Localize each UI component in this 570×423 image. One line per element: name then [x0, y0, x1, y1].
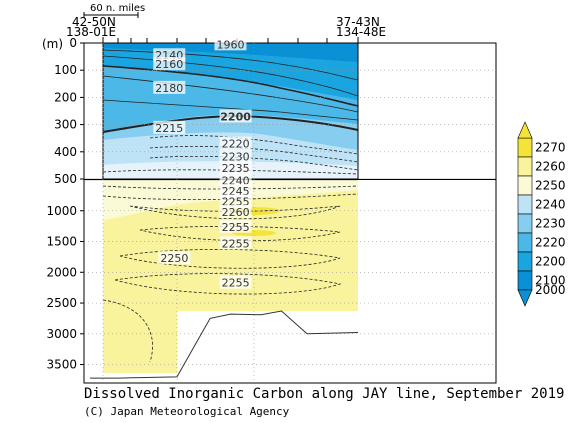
colorbar-segment: [517, 137, 533, 158]
contour-label-bg: [219, 109, 252, 123]
colorbar-segment: [517, 213, 533, 234]
contour-label-bg: [219, 173, 252, 187]
y-tick-label: 1500: [46, 235, 77, 249]
contour-label-bg: [219, 161, 252, 175]
colorbar-top-arrow: [517, 121, 533, 139]
contour-lines-lower: [102, 185, 359, 363]
y-tick-label: 300: [54, 118, 77, 132]
contour-label-bg: [153, 57, 186, 71]
colorbar-label: 2220: [535, 236, 566, 250]
y-tick-label: 3000: [46, 327, 77, 341]
contour-label: 2230: [222, 151, 250, 164]
contour-label-bg: [219, 136, 252, 150]
colorbar-label: 2260: [535, 160, 566, 174]
contour-label-bg: [214, 37, 247, 51]
no-data-area: [358, 180, 495, 382]
colorbar-label: 2000: [535, 283, 566, 297]
colorbar-label: 2230: [535, 217, 566, 231]
chart-credit: (C) Japan Meteorological Agency: [84, 405, 290, 418]
colorbar-label: 2100: [535, 274, 566, 288]
y-tick-label: 100: [54, 63, 77, 77]
grid-lines: [84, 43, 496, 383]
y-tick-label: 1000: [46, 204, 77, 218]
station-left-lon: 138-01E: [66, 25, 116, 39]
contour-label: 2220: [222, 138, 250, 151]
contour-label: 2260: [222, 206, 250, 219]
contour-label: 2235: [222, 162, 250, 175]
colorbar-label: 2250: [535, 179, 566, 193]
station-right-lat: 37-43N: [336, 15, 380, 29]
contour-label-bg: [153, 80, 186, 94]
y-tick-label: 2500: [46, 296, 77, 310]
contour-label-bg: [158, 251, 191, 265]
scale-bar: 60 n. miles: [83, 3, 145, 18]
colorbar-label: 2240: [535, 198, 566, 212]
contour-label: 2180: [155, 82, 183, 95]
colorbar-label: 2200: [535, 255, 566, 269]
colorbar-segment: [517, 251, 533, 272]
contour-label-bg: [219, 275, 252, 289]
colorbar-segment: [517, 175, 533, 196]
y-tick-label: 0: [69, 36, 77, 50]
y-tick-label: 500: [54, 172, 77, 186]
contour-label-bg: [219, 194, 252, 208]
y-tick-label: 400: [54, 145, 77, 159]
contour-label-bg: [153, 120, 186, 134]
outer-frame: [83, 42, 497, 384]
colorbar-segment: [517, 194, 533, 215]
contour-label: 2255: [222, 277, 250, 290]
station-right-lon: 134-48E: [336, 25, 386, 39]
contour-label: 2250: [160, 252, 188, 265]
scale-bar-label: 60 n. miles: [90, 3, 145, 14]
y-axis: 0 100 200 300 400 500 1000 1500 2000 2500 3000 3500: [46, 36, 84, 372]
colorbar-segment: [517, 270, 533, 291]
contour-label: 2255: [222, 237, 250, 250]
colorbar-bottom-arrow: [517, 289, 533, 307]
colorbar-segment: [517, 156, 533, 177]
contour-label: 2215: [155, 122, 183, 135]
contour-label-bg: [219, 184, 252, 198]
contour-label: 2160: [155, 58, 183, 71]
contour-labels: 1960214021602180220022152220223022352240…: [153, 37, 252, 290]
contour-label-bg: [219, 149, 252, 163]
y-tick-label: 200: [54, 90, 77, 104]
contour-label-bg: [219, 204, 252, 218]
contour-label-bg: [219, 236, 252, 250]
contour-label-bg: [219, 219, 252, 233]
bottom-topography-line: [90, 310, 359, 379]
colorbar-segment: [517, 232, 533, 253]
contour-label: 1960: [217, 38, 245, 51]
y-tick-label: 3500: [46, 358, 77, 372]
colorbar-label: 2270: [535, 141, 566, 155]
y-tick-label: 2000: [46, 265, 77, 279]
station-left-lat: 42-50N: [72, 15, 116, 29]
y-unit-label: (m): [42, 37, 63, 51]
contour-label: 2255: [222, 221, 250, 234]
contour-label: 2200: [220, 110, 251, 123]
chart-title: Dissolved Inorganic Carbon along JAY lin…: [84, 386, 565, 402]
